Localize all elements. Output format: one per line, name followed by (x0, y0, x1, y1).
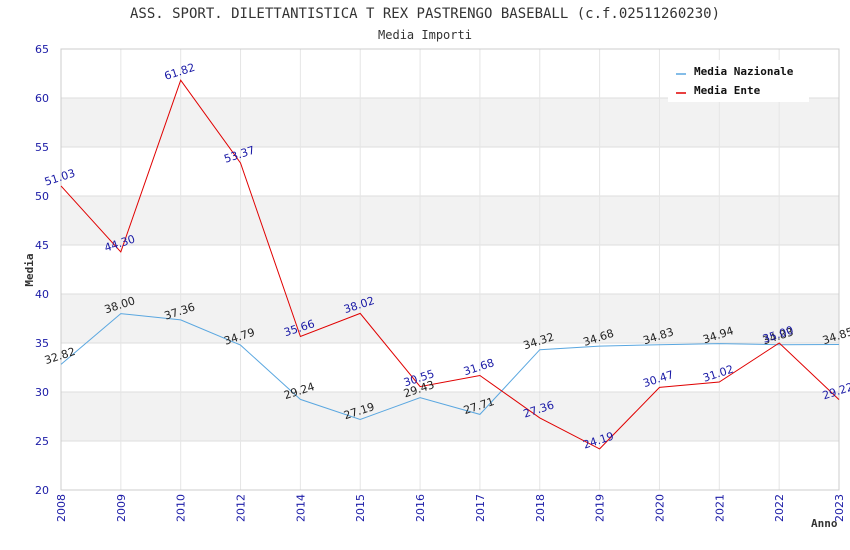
x-tick-label: 2008 (55, 494, 68, 522)
y-axis-ticks: 20 25 30 35 40 45 50 55 60 65 (35, 43, 49, 497)
legend-label-media-nazionale: Media Nazionale (694, 65, 794, 78)
series-line-media-ente (60, 79, 840, 450)
plot-frame (60, 48, 840, 491)
y-tick-label: 60 (35, 92, 49, 105)
x-tick-label: 2014 (294, 494, 307, 522)
x-axis-ticks: 2008 2009 2010 2012 2014 2015 2016 2017 2018 2019… (55, 494, 846, 522)
legend: Media Nazionale Media Ente (668, 60, 809, 102)
x-tick-label: 2012 (235, 494, 248, 522)
x-tick-label: 2022 (773, 494, 786, 522)
x-axis-title: Anno (811, 517, 838, 530)
x-tick-label: 2009 (115, 494, 128, 522)
chart-title: ASS. SPORT. DILETTANTISTICA T REX PASTRE… (130, 6, 720, 22)
y-tick-label: 35 (35, 337, 49, 350)
series-line-media-nazionale (60, 313, 840, 421)
y-tick-label: 55 (35, 141, 49, 154)
y-tick-label: 20 (35, 484, 49, 497)
chart-subtitle: Media Importi (378, 28, 472, 42)
x-tick-label: 2018 (534, 494, 547, 522)
x-tick-label: 2021 (713, 494, 726, 522)
series-lines (60, 79, 840, 450)
legend-background (668, 60, 809, 102)
x-tick-label: 2023 (833, 494, 846, 522)
plot-band (61, 196, 839, 245)
x-tick-label: 2017 (474, 494, 487, 522)
x-tick-label: 2015 (354, 494, 367, 522)
x-tick-label: 2019 (594, 494, 607, 522)
x-tick-label: 2016 (414, 494, 427, 522)
y-tick-label: 50 (35, 190, 49, 203)
y-tick-label: 45 (35, 239, 49, 252)
y-tick-label: 30 (35, 386, 49, 399)
x-tick-label: 2010 (175, 494, 188, 522)
y-tick-label: 25 (35, 435, 49, 448)
y-tick-label: 40 (35, 288, 49, 301)
data-label: 31.68 (462, 356, 496, 378)
plot-background-bands (61, 98, 839, 441)
y-axis-title: Media (23, 253, 36, 286)
data-label: 51.03 (43, 167, 77, 189)
x-tick-label: 2020 (653, 494, 666, 522)
plot-band (61, 294, 839, 343)
y-tick-label: 65 (35, 43, 49, 56)
data-label: 31.02 (701, 363, 735, 385)
plot-band (61, 98, 839, 147)
plot-band (61, 392, 839, 441)
legend-label-media-ente: Media Ente (694, 84, 761, 97)
data-label: 61.82 (163, 61, 197, 83)
